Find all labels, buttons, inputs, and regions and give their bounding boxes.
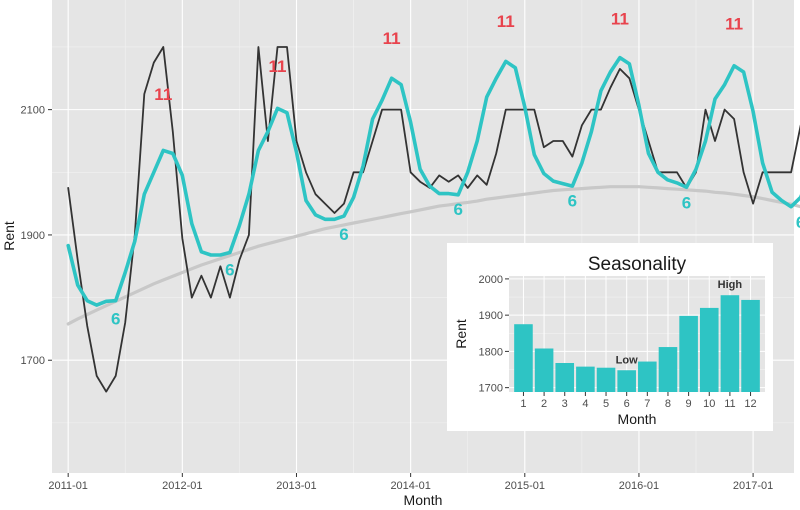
trough-month-label: 6 — [225, 261, 234, 280]
inset-x-tick-label: 7 — [644, 398, 650, 410]
inset-x-tick-label: 2 — [541, 398, 547, 410]
seasonality-bar-month-7 — [638, 361, 657, 392]
seasonality-bar-month-1 — [514, 324, 533, 392]
seasonality-bar-month-2 — [534, 348, 554, 392]
peak-month-label: 11 — [725, 14, 743, 33]
peak-month-label: 11 — [497, 12, 515, 31]
seasonality-bar-month-3 — [555, 363, 575, 392]
main-x-tick-label: 2014-01 — [390, 480, 430, 492]
main-x-tick-label: 2012-01 — [162, 480, 202, 492]
main-y-tick-label: 1900 — [21, 230, 45, 242]
seasonality-bar-month-4 — [576, 366, 595, 392]
main-x-tick-label: 2011-01 — [48, 480, 88, 492]
inset-x-tick-label: 9 — [686, 398, 692, 410]
inset-bars — [514, 295, 760, 392]
seasonal-pattern-line — [66, 55, 800, 307]
peak-month-label: 11 — [268, 57, 286, 76]
seasonality-bar-month-9 — [679, 315, 698, 392]
trend-line — [66, 185, 800, 326]
main-axes: 1700 1900 2100 2011-01 2012-01 2013-01 2014-01… — [21, 105, 774, 492]
seasonality-bar-month-6 — [617, 370, 636, 392]
main-x-tick-label: 2015-01 — [505, 480, 545, 492]
seasonality-bar-month-12 — [741, 299, 760, 392]
inset-x-tick-label: 10 — [703, 398, 715, 410]
inset-y-tick-label: 2000 — [479, 274, 503, 286]
inset-x-tick-label: 4 — [582, 398, 588, 410]
inset-x-tick-label: 8 — [665, 398, 671, 410]
main-x-tick-label: 2017-01 — [733, 480, 773, 492]
seasonality-bar-month-5 — [596, 367, 616, 392]
trough-month-label: 6 — [339, 225, 348, 244]
seasonality-bar-month-11 — [720, 295, 740, 392]
inset-y-tick-label: 1900 — [479, 310, 503, 322]
high-season-label: High — [718, 279, 743, 291]
trough-month-label: 6 — [568, 192, 577, 211]
main-annotations: 11 11 11 11 11 11 6 6 6 6 6 6 6 — [111, 9, 800, 328]
main-y-axis-title: Rent — [1, 221, 17, 251]
rent-line — [67, 46, 800, 393]
inset-y-axis-title: Rent — [453, 319, 469, 349]
main-y-tick-label: 2100 — [21, 105, 45, 117]
main-x-tick-label: 2013-01 — [276, 480, 316, 492]
trough-month-label: 6 — [453, 200, 462, 219]
inset-title: Seasonality — [588, 254, 687, 275]
inset-x-tick-label: 3 — [562, 398, 568, 410]
inset-y-tick-label: 1700 — [479, 383, 503, 395]
low-season-label: Low — [616, 354, 638, 366]
inset-x-tick-label: 12 — [744, 398, 756, 410]
seasonality-bar-month-10 — [699, 307, 719, 392]
inset-y-tick-label: 1800 — [479, 346, 503, 358]
seasonality-bar-month-8 — [658, 347, 678, 392]
trough-month-label: 6 — [796, 213, 800, 232]
peak-month-label: 11 — [154, 85, 172, 104]
inset-x-axis-title: Month — [618, 411, 657, 427]
peak-month-label: 11 — [611, 9, 629, 28]
inset-x-tick-label: 6 — [624, 398, 630, 410]
trough-month-label: 6 — [111, 310, 120, 329]
inset-annotations: Low High — [616, 279, 743, 366]
main-series — [66, 46, 800, 393]
main-x-tick-label: 2016-01 — [619, 480, 659, 492]
main-y-tick-label: 1700 — [21, 355, 45, 367]
main-x-axis-title: Month — [404, 492, 443, 508]
inset-x-tick-label: 11 — [724, 398, 735, 410]
peak-month-label: 11 — [383, 29, 401, 48]
inset-x-tick-label: 1 — [520, 398, 526, 410]
trough-month-label: 6 — [682, 194, 691, 213]
inset-x-tick-label: 5 — [603, 398, 609, 410]
